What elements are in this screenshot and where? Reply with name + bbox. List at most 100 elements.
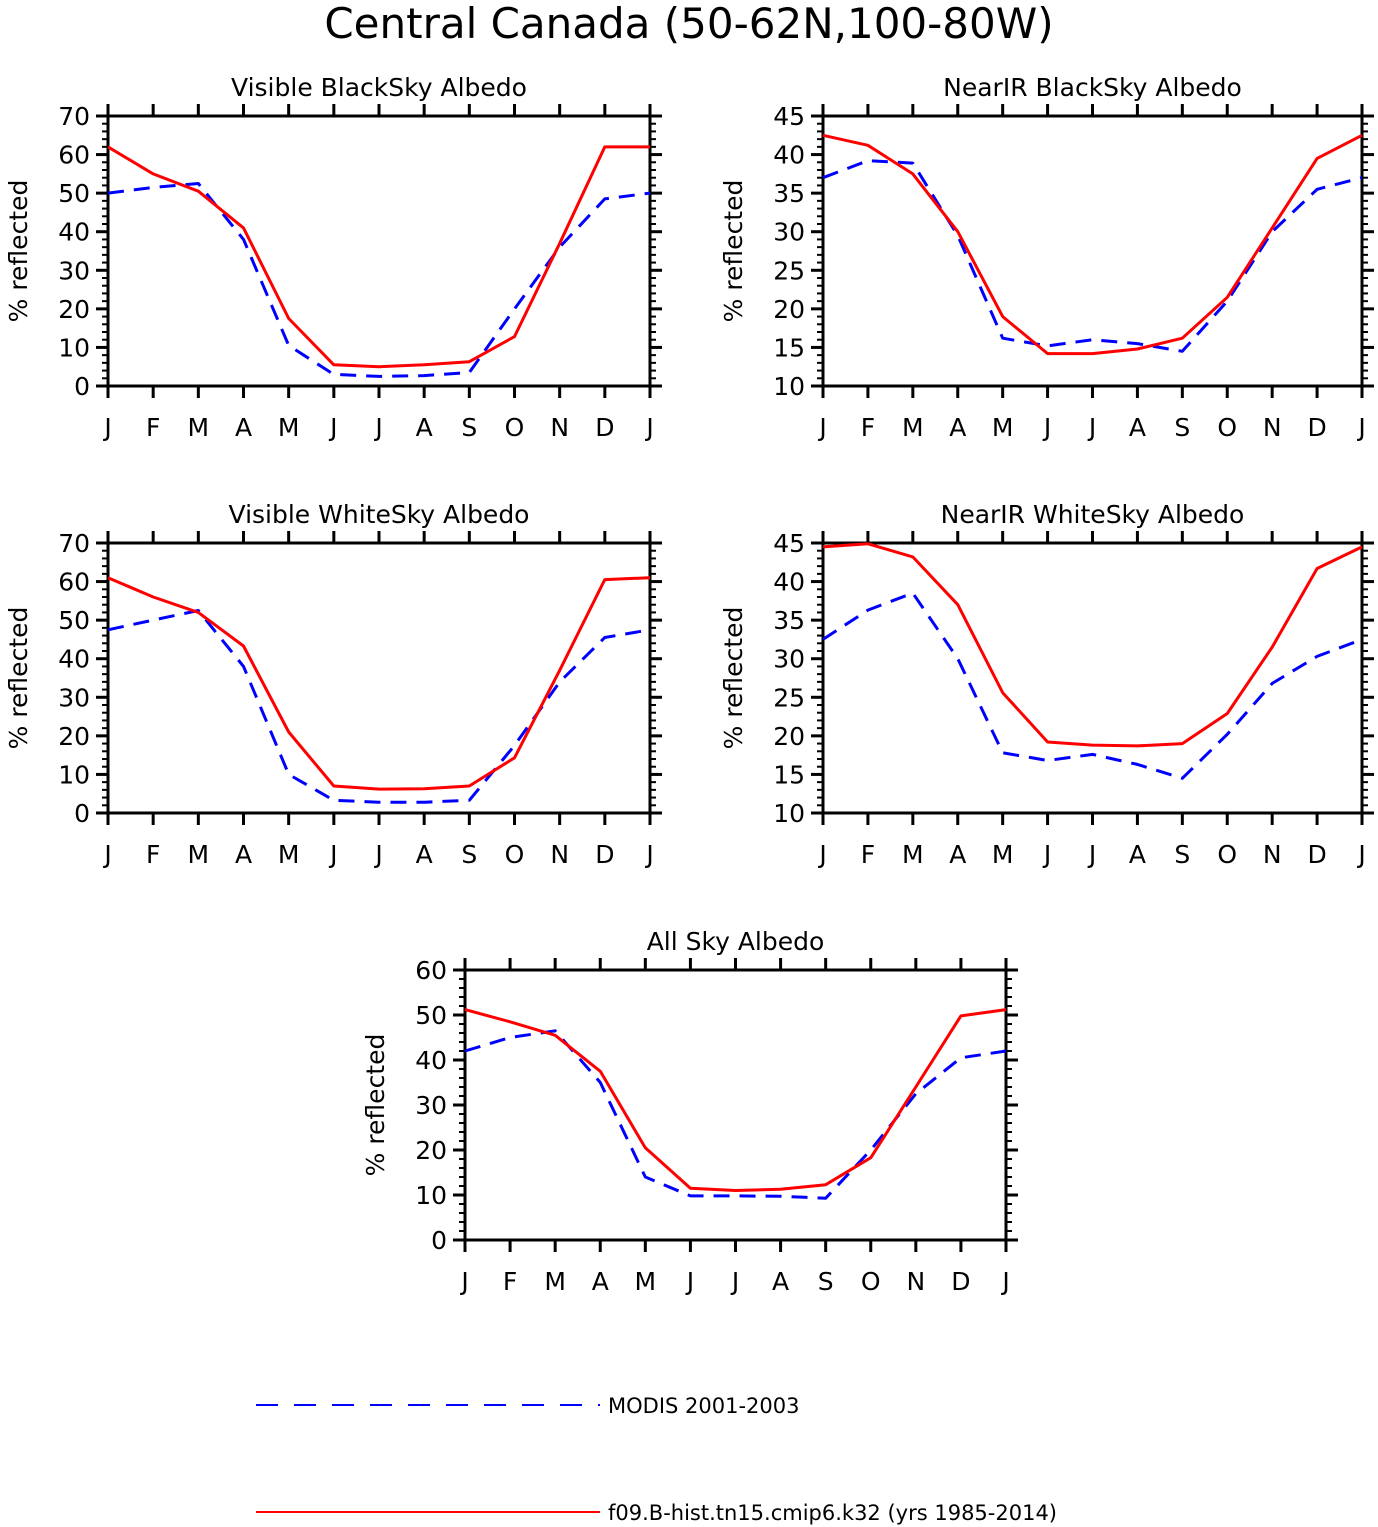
y-tick-label: 0 [431, 1226, 447, 1255]
x-tick-label: A [592, 1267, 609, 1296]
y-tick-label: 25 [773, 683, 805, 712]
y-tick-label: 40 [773, 568, 805, 597]
x-tick-label: M [902, 840, 924, 869]
x-tick-label: S [818, 1267, 834, 1296]
x-tick-label: F [146, 840, 160, 869]
x-tick-label: D [1307, 840, 1326, 869]
x-tick-label: J [685, 1267, 694, 1296]
y-tick-label: 20 [58, 295, 90, 324]
x-tick-label: J [1087, 840, 1096, 869]
y-tick-label: 20 [58, 722, 90, 751]
series-line-model [107, 576, 651, 791]
x-tick-label: D [595, 840, 614, 869]
x-tick-label: J [373, 840, 382, 869]
y-tick-label: 10 [415, 1181, 447, 1210]
y-tick-label: 45 [773, 102, 805, 131]
x-tick-label: A [949, 413, 966, 442]
y-tick-label: 15 [773, 760, 805, 789]
y-tick-label: 40 [58, 645, 90, 674]
x-tick-label: M [188, 413, 210, 442]
series-line-modis [107, 609, 651, 804]
x-tick-label: A [949, 840, 966, 869]
y-axis-label: % reflected [4, 607, 33, 750]
y-tick-label: 60 [58, 568, 90, 597]
y-tick-label: 20 [415, 1136, 447, 1165]
y-tick-label: 50 [58, 606, 90, 635]
y-tick-label: 10 [58, 333, 90, 362]
x-tick-label: M [544, 1267, 566, 1296]
panel-title: NearIR WhiteSky Albedo [941, 500, 1245, 529]
x-tick-label: F [146, 413, 160, 442]
x-tick-label: J [328, 840, 337, 869]
x-tick-label: F [503, 1267, 517, 1296]
x-tick-label: S [461, 413, 477, 442]
x-tick-label: A [1129, 840, 1146, 869]
y-tick-label: 40 [773, 141, 805, 170]
y-tick-label: 60 [415, 956, 447, 985]
x-tick-label: J [373, 413, 382, 442]
y-axis-label: % reflected [719, 607, 748, 750]
x-tick-label: A [416, 413, 433, 442]
x-tick-label: F [861, 413, 875, 442]
y-tick-label: 25 [773, 256, 805, 285]
x-tick-label: A [416, 840, 433, 869]
x-tick-label: A [1129, 413, 1146, 442]
x-tick-label: M [992, 413, 1014, 442]
x-tick-label: N [1263, 840, 1282, 869]
figure-title: Central Canada (50-62N,100-80W) [324, 0, 1053, 48]
series-line-model [464, 1008, 1007, 1192]
plot-frame [106, 541, 652, 815]
x-tick-label: N [906, 1267, 925, 1296]
y-axis-label: % reflected [719, 180, 748, 323]
y-tick-label: 30 [58, 256, 90, 285]
x-tick-label: O [505, 840, 525, 869]
x-tick-label: D [1307, 413, 1326, 442]
x-tick-label: M [902, 413, 924, 442]
plot-frame [463, 968, 1008, 1242]
y-tick-label: 40 [58, 218, 90, 247]
x-tick-label: O [505, 413, 525, 442]
legend-label: MODIS 2001-2003 [608, 1394, 799, 1418]
panel-title: NearIR BlackSky Albedo [943, 73, 1242, 102]
x-tick-label: D [595, 413, 614, 442]
x-tick-label: J [1000, 1267, 1009, 1296]
x-tick-label: J [328, 413, 337, 442]
y-tick-label: 15 [773, 333, 805, 362]
x-tick-label: N [1263, 413, 1282, 442]
x-tick-label: M [278, 840, 300, 869]
y-tick-label: 20 [773, 722, 805, 751]
x-tick-label: A [772, 1267, 789, 1296]
x-tick-label: O [861, 1267, 881, 1296]
series-line-modis [822, 159, 1363, 353]
x-tick-label: J [1042, 413, 1051, 442]
legend: MODIS 2001-2003 f09.B-hist.tn15.cmip6.k32… [256, 1394, 1057, 1525]
y-tick-label: 50 [58, 179, 90, 208]
y-tick-label: 0 [74, 372, 90, 401]
y-tick-label: 45 [773, 529, 805, 558]
x-tick-label: S [1174, 840, 1190, 869]
x-tick-label: N [550, 413, 569, 442]
x-tick-label: J [730, 1267, 739, 1296]
y-tick-label: 70 [58, 102, 90, 131]
y-axis-label: % reflected [361, 1034, 390, 1177]
y-tick-label: 10 [773, 799, 805, 828]
panel-title: Visible WhiteSky Albedo [229, 500, 530, 529]
series-line-modis [822, 591, 1363, 780]
y-tick-label: 30 [415, 1091, 447, 1120]
x-tick-label: J [1042, 840, 1051, 869]
y-tick-label: 10 [58, 760, 90, 789]
x-tick-label: M [635, 1267, 657, 1296]
plot-frame [821, 114, 1364, 388]
x-tick-label: N [550, 840, 569, 869]
y-tick-label: 60 [58, 141, 90, 170]
y-tick-label: 0 [74, 799, 90, 828]
y-tick-label: 30 [773, 218, 805, 247]
series-line-model [822, 133, 1363, 356]
y-tick-label: 10 [773, 372, 805, 401]
x-tick-label: O [1217, 840, 1237, 869]
x-tick-label: J [1087, 413, 1096, 442]
x-tick-label: J [459, 1267, 468, 1296]
